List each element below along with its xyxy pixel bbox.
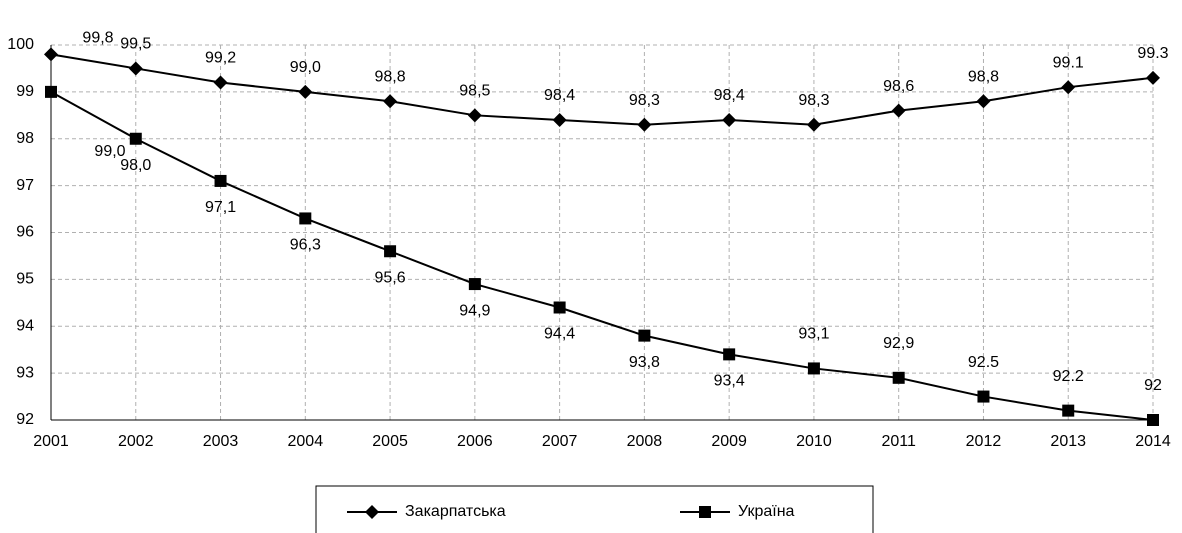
y-tick-label: 98 — [16, 130, 34, 147]
data-label: 95,6 — [375, 269, 406, 286]
data-label: 98,4 — [714, 87, 745, 104]
x-tick-label: 2014 — [1135, 433, 1171, 450]
marker — [722, 113, 737, 127]
y-tick-label: 96 — [16, 224, 34, 241]
marker — [128, 61, 143, 76]
data-label: 99,0 — [94, 143, 125, 160]
y-tick-label: 93 — [16, 364, 34, 381]
marker — [806, 117, 821, 132]
x-tick-label: 2013 — [1050, 433, 1086, 450]
marker — [637, 117, 652, 132]
y-tick-label: 94 — [16, 317, 34, 334]
legend-label: Україна — [738, 503, 795, 520]
x-tick-label: 2012 — [966, 433, 1002, 450]
marker — [298, 84, 313, 99]
data-label: 98,8 — [375, 68, 406, 85]
x-tick-label: 2003 — [203, 433, 239, 450]
x-tick-label: 2002 — [118, 433, 154, 450]
data-label: 98,8 — [968, 68, 999, 85]
x-tick-label: 2011 — [881, 433, 916, 450]
marker — [1062, 404, 1075, 417]
y-tick-label: 92 — [16, 411, 34, 428]
x-tick-label: 2004 — [288, 433, 324, 450]
marker — [384, 245, 397, 258]
y-tick-label: 99 — [16, 83, 34, 100]
marker — [45, 85, 57, 98]
marker — [552, 113, 567, 127]
data-label: 98,4 — [544, 87, 575, 104]
marker — [638, 329, 651, 342]
data-label: 98,5 — [459, 83, 490, 100]
marker — [976, 94, 991, 109]
marker — [891, 103, 906, 118]
series-line — [50, 90, 1154, 421]
marker — [214, 174, 227, 187]
marker — [977, 390, 990, 403]
data-label: 99.3 — [1137, 45, 1168, 62]
marker — [807, 362, 820, 375]
marker — [723, 348, 736, 361]
legend-box — [315, 485, 874, 533]
data-label: 93,4 — [714, 373, 745, 390]
marker — [1146, 70, 1160, 85]
marker — [468, 278, 481, 291]
data-label: 99,2 — [205, 50, 236, 67]
data-label: 98,3 — [629, 92, 660, 109]
x-tick-label: 2006 — [457, 433, 493, 450]
legend-label: Закарпатська — [405, 503, 506, 520]
data-label: 92.5 — [968, 354, 999, 371]
data-label: 98,3 — [798, 92, 829, 109]
x-tick-label: 2010 — [796, 433, 832, 450]
marker — [553, 301, 566, 314]
y-tick-label: 100 — [7, 36, 34, 53]
data-label: 93,8 — [629, 354, 660, 371]
series-line — [50, 53, 1154, 126]
marker — [213, 75, 228, 90]
legend-marker — [699, 506, 711, 518]
x-tick-label: 2005 — [372, 433, 408, 450]
marker — [467, 108, 482, 123]
marker — [1061, 80, 1076, 95]
data-label: 97,1 — [205, 199, 236, 216]
legend-marker — [365, 505, 379, 519]
data-label: 94,4 — [544, 326, 575, 343]
data-label: 99.1 — [1053, 54, 1084, 71]
x-tick-label: 2009 — [711, 433, 747, 450]
data-label: 99,5 — [120, 36, 151, 53]
data-label: 92.2 — [1053, 368, 1084, 385]
marker — [1147, 414, 1159, 426]
marker — [299, 212, 312, 225]
x-tick-label: 2008 — [627, 433, 663, 450]
data-label: 92 — [1144, 377, 1162, 394]
data-label: 92,9 — [883, 335, 914, 352]
marker — [129, 132, 142, 145]
marker — [44, 47, 58, 62]
y-tick-label: 97 — [16, 177, 34, 194]
marker — [383, 94, 398, 109]
x-tick-label: 2001 — [33, 433, 69, 450]
data-label: 96,3 — [290, 237, 321, 254]
x-tick-label: 2007 — [542, 433, 578, 450]
y-tick-label: 95 — [16, 271, 34, 288]
data-label: 99,8 — [82, 30, 113, 47]
data-label: 99,0 — [290, 59, 321, 76]
data-label: 94,9 — [459, 302, 490, 319]
data-label: 93,1 — [798, 326, 829, 343]
marker — [892, 371, 905, 384]
data-label: 98,0 — [120, 157, 151, 174]
data-label: 98,6 — [883, 78, 914, 95]
